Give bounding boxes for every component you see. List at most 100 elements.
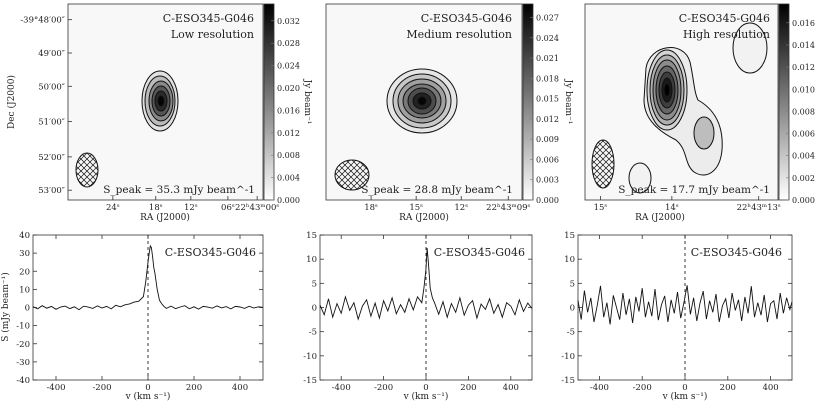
y-tick-label: -30	[16, 358, 30, 368]
y-tick-label: 10	[306, 255, 317, 265]
colorbar-tick-label: 0.012	[792, 63, 815, 72]
y-tick-label: -10	[16, 322, 30, 332]
colorbar-label: Jy beam⁻¹	[302, 79, 312, 125]
y-tick-label: 0	[25, 304, 30, 314]
spectrum-source-label: C-ESO345-G046	[165, 246, 256, 259]
colorbar-tick-label: 0.014	[792, 41, 815, 50]
colorbar-tick-label: 0.015	[536, 95, 559, 104]
x-tick-label: 12ˢ	[454, 203, 468, 213]
x-axis-label: v (km s⁻¹)	[403, 391, 449, 402]
y-tick-label: 40	[19, 231, 30, 241]
y-tick-label: 5	[312, 279, 317, 289]
x-tick-label: 18ˢ	[149, 203, 163, 213]
y-tick-label: 30	[19, 249, 30, 259]
colorbar-tick-label: 0.008	[792, 107, 815, 116]
contours	[628, 22, 768, 194]
y-tick-label: 50′00″	[38, 82, 65, 92]
contours	[379, 64, 467, 140]
x-ticks: 24ˢ 18ˢ 12ˢ 06ˢ 22ʰ43ᵐ00ˢ	[106, 196, 279, 213]
colorbar-tick-label: 0.012	[536, 115, 559, 124]
plot-body: -400 -200 0 200 400 -15 -10 -5 0 5 10 15	[303, 231, 533, 393]
map-source-label: C-ESO345-G046	[679, 12, 770, 25]
y-ticks: -39°48′00″ 49′00″ 50′00″ 51′00″ 52′00″ 53′00″	[20, 16, 72, 196]
y-tick-label: 49′00″	[38, 49, 65, 59]
y-axis-label: Dec (J2000)	[6, 75, 17, 129]
colorbar-tick-label: 0.004	[792, 152, 815, 161]
x-tick-label: -200	[633, 383, 652, 393]
y-tick-label: -15	[303, 376, 317, 386]
spectrum-line	[577, 285, 793, 325]
x-tick-label: 18ˢ	[364, 203, 378, 213]
colorbar-tick-label: 0.020	[277, 84, 300, 93]
colorbar-tick-label: 0.002	[792, 174, 815, 183]
y-axis-label: S (mJy beam⁻¹)	[0, 272, 11, 341]
beam-ellipse	[334, 159, 370, 191]
x-axis-label: RA (J2000)	[140, 212, 190, 223]
colorbar-tick-label: 0.021	[536, 54, 559, 63]
x-tick-label: -400	[590, 383, 609, 393]
map-panel-low: C-ESO345-G046 Low resolution S_peak = 35…	[6, 3, 312, 223]
map-resolution-label: Medium resolution	[406, 28, 512, 41]
y-tick-label: 0	[570, 304, 575, 314]
map-panel-medium: C-ESO345-G046 Medium resolution S_peak =…	[325, 3, 573, 223]
x-ticks: 18ˢ 15ˢ 12ˢ 22ʰ43ᵐ09ˢ	[364, 196, 531, 213]
map-source-label: C-ESO345-G046	[421, 12, 512, 25]
colorbar-tick-label: 0.000	[536, 196, 559, 205]
x-tick-label: 22ʰ43ᵐ00ˢ	[235, 203, 279, 213]
map-source-label: C-ESO345-G046	[163, 12, 254, 25]
y-tick-label: 15	[306, 231, 317, 241]
y-tick-label: -10	[561, 352, 575, 362]
x-axis-label: RA (J2000)	[635, 212, 685, 223]
x-axis-label: v (km s⁻¹)	[662, 391, 708, 402]
x-tick-label: 15ˢ	[409, 203, 423, 213]
x-tick-label: -400	[332, 383, 351, 393]
x-tick-label: 12ˢ	[184, 203, 198, 213]
map-resolution-label: High resolution	[683, 28, 770, 41]
x-tick-label: 400	[232, 383, 248, 393]
x-tick-label: 200	[186, 383, 202, 393]
spectrum-line	[319, 247, 533, 321]
x-tick-label: 400	[762, 383, 778, 393]
colorbar-tick-label: 0.008	[277, 151, 300, 160]
x-tick-label: -200	[92, 383, 111, 393]
colorbar: 0.000 0.003 0.006 0.009 0.012 0.015 0.018 0.021…	[522, 3, 573, 205]
y-tick-label: -20	[16, 340, 30, 350]
x-tick-label: 22ʰ43ᵐ13ˢ	[737, 203, 781, 213]
beam-ellipse	[591, 139, 615, 189]
colorbar-tick-label: 0.016	[277, 106, 300, 115]
colorbar-tick-label: 0.000	[277, 196, 300, 205]
colorbar-tick-label: 0.000	[792, 196, 815, 205]
spectrum-source-label: C-ESO345-G046	[691, 246, 782, 259]
x-tick-label: 0	[145, 383, 150, 393]
colorbar-tick-label: 0.012	[277, 129, 300, 138]
y-tick-label: -5	[309, 328, 317, 338]
y-tick-label: 20	[19, 267, 30, 277]
y-tick-label: -10	[303, 352, 317, 362]
plot-body: -400 -200 0 200 400 -15 -10 -5 0 5 10 15	[561, 231, 793, 393]
colorbar-tick-label: 0.032	[277, 17, 300, 26]
x-tick-label: 14ˢ	[665, 203, 679, 213]
x-ticks: 15ˢ 14ˢ 22ʰ43ᵐ13ˢ	[594, 196, 781, 213]
x-tick-label: 0	[423, 383, 428, 393]
y-tick-label: 10	[19, 285, 30, 295]
colorbar-tick-label: 0.004	[277, 174, 300, 183]
colorbar-tick-label: 0.010	[792, 85, 815, 94]
x-axis-label: v (km s⁻¹)	[125, 391, 171, 402]
y-tick-label: 10	[564, 255, 575, 265]
x-tick-label: 400	[503, 383, 519, 393]
colorbar-tick-label: 0.018	[536, 74, 559, 83]
y-tick-label: -39°48′00″	[20, 16, 65, 26]
y-tick-label: 52′00″	[38, 153, 65, 163]
beam-ellipse	[75, 152, 99, 188]
y-tick-label: -15	[561, 376, 575, 386]
colorbar: 0.000 0.002 0.004 0.006 0.008 0.010 0.012 0.014…	[778, 3, 815, 205]
colorbar-label: Jy beam⁻¹	[563, 79, 573, 125]
colorbar-tick-label: 0.024	[277, 62, 300, 71]
spectrum-panel-medium: C-ESO345-G046 -400 -200 0 200 400 -15 -10 -5 0 5 1…	[303, 231, 533, 402]
x-tick-label: -200	[374, 383, 393, 393]
colorbar-tick-label: 0.003	[536, 176, 559, 185]
colorbar-tick-label: 0.028	[277, 39, 300, 48]
x-tick-label: 06ˢ	[221, 203, 235, 213]
x-tick-label: 24ˢ	[106, 203, 120, 213]
y-tick-label: 51′00″	[38, 118, 65, 128]
